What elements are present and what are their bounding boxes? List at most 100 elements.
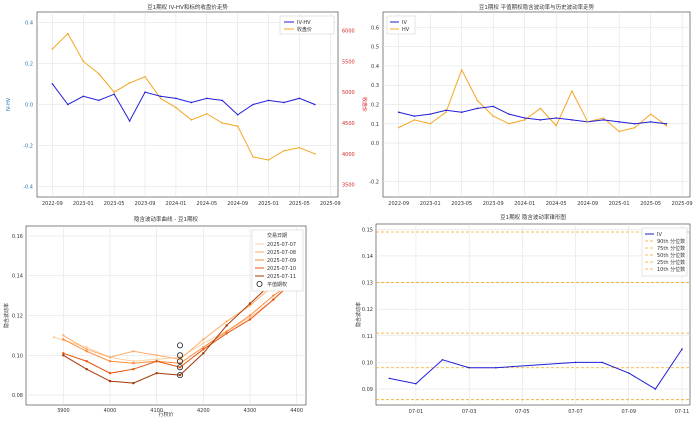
iv-hv-point [252, 103, 254, 106]
hv-point [445, 111, 447, 114]
smile-point [62, 338, 65, 341]
x-tick-label: 2023-09 [483, 201, 504, 207]
y-axis-label: 隐含波动率 [3, 303, 10, 328]
iv-point [649, 121, 652, 123]
y-tick-label: 0.16 [12, 234, 23, 240]
iv-hv-point [267, 99, 270, 102]
y-tick-label: 0.09 [362, 387, 373, 393]
smile-point [248, 318, 252, 321]
iv-line [398, 105, 667, 125]
hv-point [649, 113, 652, 115]
y-tick-label: 0.12 [362, 307, 373, 313]
chart-iv-smile: 0.08 0.10 0.12 0.14 0.16 3900 4000 4100 4200 4300… [3, 215, 307, 418]
price-point [205, 112, 208, 115]
x-tick-label: 2024-09 [577, 201, 598, 207]
price-point [267, 159, 270, 161]
y2-tick-label: 4000 [342, 152, 355, 158]
price-point [314, 153, 316, 155]
hv-point [571, 90, 573, 92]
iv-point [441, 358, 444, 361]
y-tick-label: 0.14 [362, 254, 373, 260]
iv-hv-point [221, 99, 224, 102]
x-tick-label: 4200 [197, 408, 210, 414]
smile-point [85, 350, 88, 353]
y-tick-label: 0.13 [362, 281, 373, 287]
smile-point [85, 368, 88, 371]
legend-label: 2025-07-08 [267, 250, 296, 256]
iv-point [618, 121, 620, 123]
price-line [52, 32, 316, 161]
iv-hv-point [51, 83, 54, 85]
legend-label: 25th 分位数 [657, 259, 685, 266]
hv-point [665, 124, 668, 127]
smile-point [132, 381, 135, 385]
hv-point [508, 122, 510, 125]
x-tick-label: 07-09 [622, 409, 637, 415]
legend-label: 75th 分位数 [657, 245, 685, 252]
iv-point [571, 119, 573, 121]
legend-label: 50th 分位数 [657, 252, 685, 259]
smile-point [132, 360, 135, 363]
price-point [67, 32, 69, 35]
x-tick-label: 2023-05 [451, 201, 472, 207]
smile-point [62, 334, 65, 337]
hv-point [634, 126, 636, 129]
iv-point [665, 122, 668, 125]
price-point [190, 119, 193, 121]
price-point [298, 146, 301, 149]
y-tick-label: 0.2 [371, 103, 379, 109]
y-tick-label: 0.10 [12, 353, 23, 359]
x-tick-label: 2022-09 [388, 201, 409, 207]
x-tick-label: 07-01 [409, 409, 424, 415]
hv-point [539, 107, 542, 110]
price-point [97, 72, 100, 75]
x-tick-label: 2023-01 [73, 201, 94, 207]
iv-point [555, 117, 557, 119]
iv-hv-point [82, 95, 85, 98]
smile-point [225, 330, 228, 333]
x-tick-label: 2023-09 [135, 201, 156, 207]
iv-point [413, 115, 416, 117]
x-tick-label: 2025-09 [320, 201, 341, 207]
y-tick-label: 0.14 [12, 274, 23, 280]
smile-point [108, 379, 112, 383]
x-tick-label: 4300 [244, 408, 257, 414]
smile-point [85, 348, 88, 351]
x-tick-label: 2025-05 [289, 201, 310, 207]
legend-label: 10th 分位数 [657, 266, 685, 273]
smile-point [248, 314, 252, 317]
legend-label: IV [657, 232, 662, 238]
price-point [82, 60, 85, 63]
iv-point [539, 119, 542, 121]
smile-point [155, 371, 158, 375]
smile-point [62, 352, 65, 355]
y-tick-label: -0.4 [23, 185, 33, 191]
smile-point [202, 342, 205, 345]
smile-point [248, 304, 252, 307]
x-tick-label: 07-07 [568, 409, 583, 415]
iv-hv-point [67, 103, 69, 106]
y-tick-label: 0.3 [371, 83, 379, 89]
iv-point [634, 122, 636, 125]
atm-marker [176, 358, 183, 365]
iv-point [494, 366, 497, 369]
x-tick-label: 2024-09 [227, 201, 248, 207]
legend-label: IV-HV [297, 20, 311, 26]
y2-axis-label: 收盘价 [361, 97, 368, 112]
atm-marker [176, 364, 183, 371]
atm-marker [176, 342, 183, 349]
x-axis-label: 行权价 [158, 411, 173, 418]
smile-point [248, 302, 252, 305]
chart-title: 豆1期权 平值期权隐含波动率与历史波动率走势 [479, 3, 595, 11]
smile-point [202, 346, 205, 349]
price-point [236, 125, 239, 127]
price-point [51, 48, 54, 50]
y-tick-label: 0.12 [12, 314, 23, 320]
iv-point [602, 119, 605, 121]
y2-tick-label: 5500 [342, 59, 355, 65]
iv-hv-point [97, 99, 100, 102]
hv-point [586, 121, 589, 123]
y-tick-label: 0.15 [362, 227, 373, 233]
smile-point [132, 368, 135, 371]
iv-line [389, 348, 683, 390]
